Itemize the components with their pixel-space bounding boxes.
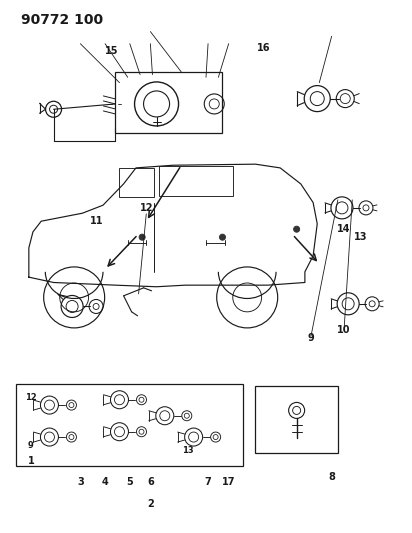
Bar	[159, 166, 233, 196]
Circle shape	[294, 226, 300, 232]
Text: 9: 9	[308, 334, 314, 343]
Text: 5: 5	[126, 478, 133, 487]
Text: 17: 17	[222, 478, 235, 487]
Text: 12: 12	[25, 393, 37, 401]
Text: 7: 7	[205, 478, 211, 487]
Text: 13: 13	[182, 446, 193, 455]
Bar	[115, 72, 222, 133]
Text: 12: 12	[140, 203, 153, 213]
Text: 9: 9	[28, 441, 34, 449]
Text: 6: 6	[147, 478, 154, 487]
Text: 15: 15	[105, 46, 118, 55]
Text: 14: 14	[337, 224, 351, 234]
Text: 10: 10	[337, 326, 351, 335]
Text: 90772 100: 90772 100	[21, 13, 103, 27]
Circle shape	[139, 234, 145, 240]
Text: 16: 16	[257, 43, 270, 53]
Text: 2: 2	[147, 499, 154, 508]
Text: 4: 4	[102, 478, 108, 487]
Text: 1: 1	[28, 456, 34, 466]
Text: 13: 13	[354, 232, 367, 242]
Bar	[255, 386, 338, 453]
Circle shape	[220, 234, 225, 240]
Text: 8: 8	[328, 472, 335, 482]
Bar	[119, 168, 154, 197]
Text: 3: 3	[77, 478, 84, 487]
Bar	[16, 384, 243, 466]
Text: 11: 11	[90, 216, 103, 226]
